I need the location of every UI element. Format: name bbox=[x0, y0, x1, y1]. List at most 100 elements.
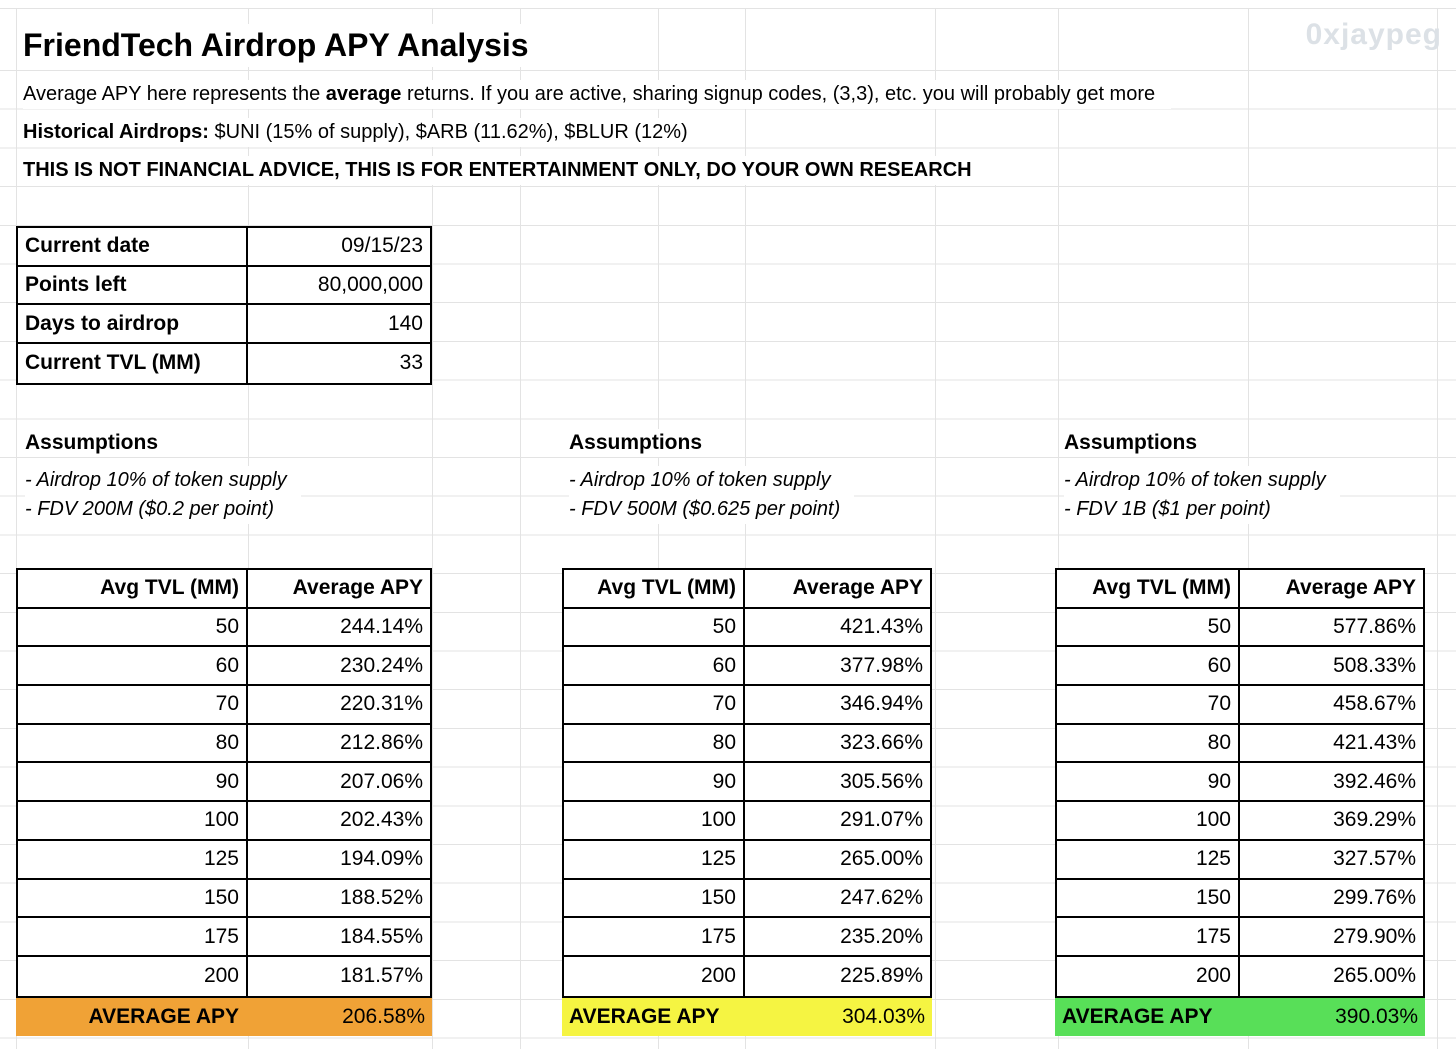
tvl-cell[interactable]: 200 bbox=[18, 956, 248, 996]
tvl-cell[interactable]: 60 bbox=[1057, 647, 1240, 687]
apy-cell[interactable]: 194.09% bbox=[248, 841, 430, 880]
apy-cell[interactable]: 369.29% bbox=[1240, 802, 1423, 841]
info-value-cell[interactable]: 80,000,000 bbox=[248, 267, 430, 306]
apy-cell[interactable]: 346.94% bbox=[745, 686, 930, 725]
tvl-cell[interactable]: 90 bbox=[1057, 763, 1240, 803]
tvl-cell[interactable]: 150 bbox=[564, 879, 745, 919]
apy-cell[interactable]: 421.43% bbox=[1240, 725, 1423, 764]
tvl-cell[interactable]: 100 bbox=[564, 802, 745, 841]
average-apy-label[interactable]: AVERAGE APY bbox=[88, 1004, 239, 1028]
historical-label: Historical Airdrops: bbox=[23, 121, 209, 143]
tvl-cell[interactable]: 70 bbox=[564, 686, 745, 725]
tvl-cell[interactable]: 200 bbox=[1057, 956, 1240, 996]
tvl-cell[interactable]: 90 bbox=[18, 763, 248, 803]
average-apy-band-1: AVERAGE APY 206.58% bbox=[16, 997, 432, 1037]
assumptions-heading-3: Assumptions bbox=[1064, 429, 1212, 457]
gridline-vertical bbox=[745, 8, 746, 1049]
assumption-line: - FDV 1B ($1 per point) bbox=[1064, 498, 1271, 520]
apy-cell[interactable]: 225.89% bbox=[840, 964, 923, 988]
apy-cell[interactable]: 577.86% bbox=[1240, 609, 1423, 648]
apy-cell[interactable]: 235.20% bbox=[745, 918, 930, 957]
column-header-apy[interactable]: Average APY bbox=[745, 570, 930, 609]
average-apy-band-3: AVERAGE APY 390.03% bbox=[1055, 997, 1425, 1037]
average-apy-value[interactable]: 206.58% bbox=[342, 1004, 425, 1028]
tvl-cell[interactable]: 70 bbox=[1057, 686, 1240, 725]
apy-cell[interactable]: 247.62% bbox=[745, 880, 930, 919]
apy-cell[interactable]: 181.57% bbox=[340, 964, 423, 988]
column-header-apy[interactable]: Average APY bbox=[248, 570, 430, 609]
tvl-cell[interactable]: 125 bbox=[18, 840, 248, 880]
apy-cell[interactable]: 305.56% bbox=[745, 763, 930, 803]
info-label-cell[interactable]: Points left bbox=[18, 266, 248, 306]
apy-cell[interactable]: 421.43% bbox=[745, 609, 930, 648]
tvl-cell[interactable]: 100 bbox=[18, 802, 248, 841]
apy-cell[interactable]: 265.00% bbox=[1333, 964, 1416, 988]
tvl-cell[interactable]: 175 bbox=[18, 918, 248, 957]
apy-cell[interactable]: 323.66% bbox=[745, 725, 930, 764]
info-label-cell[interactable]: Days to airdrop bbox=[18, 305, 248, 345]
tvl-cell[interactable]: 60 bbox=[18, 647, 248, 687]
apy-cell[interactable]: 279.90% bbox=[1240, 918, 1423, 957]
apy-cell[interactable]: 299.76% bbox=[1240, 880, 1423, 919]
assumptions-lines-2: - Airdrop 10% of token supply - FDV 500M … bbox=[569, 466, 855, 524]
tvl-cell[interactable]: 90 bbox=[564, 763, 745, 803]
tvl-cell[interactable]: 70 bbox=[18, 686, 248, 725]
apy-cell[interactable]: 377.98% bbox=[745, 647, 930, 687]
apy-cell[interactable]: 458.67% bbox=[1240, 686, 1423, 725]
subtitle-suffix: returns. If you are active, sharing sign… bbox=[401, 83, 1156, 105]
apy-cell[interactable]: 230.24% bbox=[248, 647, 430, 687]
tvl-cell[interactable]: 175 bbox=[1057, 918, 1240, 957]
average-apy-value[interactable]: 304.03% bbox=[842, 1004, 925, 1028]
apy-cell[interactable]: 207.06% bbox=[248, 763, 430, 803]
gridline-vertical bbox=[16, 8, 17, 1049]
tvl-cell[interactable]: 50 bbox=[18, 608, 248, 648]
gridline-vertical bbox=[520, 8, 521, 1049]
assumption-line: - FDV 200M ($0.2 per point) bbox=[25, 498, 274, 520]
apy-cell[interactable]: 327.57% bbox=[1240, 841, 1423, 880]
apy-cell[interactable]: 392.46% bbox=[1240, 763, 1423, 803]
info-label-cell[interactable]: Current TVL (MM) bbox=[18, 344, 248, 383]
column-header-tvl[interactable]: Avg TVL (MM) bbox=[1057, 570, 1240, 609]
tvl-cell[interactable]: 150 bbox=[1057, 879, 1240, 919]
column-header-tvl[interactable]: Avg TVL (MM) bbox=[564, 570, 745, 609]
tvl-cell[interactable]: 50 bbox=[1057, 608, 1240, 648]
apy-cell[interactable]: 291.07% bbox=[745, 802, 930, 841]
apy-cell[interactable]: 220.31% bbox=[248, 686, 430, 725]
tvl-cell[interactable]: 200 bbox=[564, 956, 745, 996]
tvl-cell[interactable]: 100 bbox=[1057, 802, 1240, 841]
tvl-cell[interactable]: 150 bbox=[18, 879, 248, 919]
apy-cell[interactable]: 508.33% bbox=[1240, 647, 1423, 687]
apy-cell[interactable]: 265.00% bbox=[745, 841, 930, 880]
apy-table-2-grid: Avg TVL (MM) Average APY 50 421.43% 60 3… bbox=[562, 568, 932, 998]
apy-cell[interactable]: 212.86% bbox=[248, 725, 430, 764]
info-label-cell[interactable]: Current date bbox=[18, 228, 248, 267]
average-apy-label[interactable]: AVERAGE APY bbox=[1062, 1004, 1213, 1028]
column-header-apy[interactable]: Average APY bbox=[1240, 570, 1423, 609]
tvl-cell[interactable]: 80 bbox=[564, 724, 745, 764]
tvl-cell[interactable]: 80 bbox=[1057, 724, 1240, 764]
apy-cell[interactable]: 202.43% bbox=[248, 802, 430, 841]
gridline-vertical bbox=[935, 8, 936, 1049]
apy-table-1: Avg TVL (MM) Average APY 50 244.14% 60 2… bbox=[16, 568, 432, 1037]
average-apy-value[interactable]: 390.03% bbox=[1335, 1004, 1418, 1028]
info-value-cell[interactable]: 140 bbox=[248, 305, 430, 345]
tvl-cell[interactable]: 125 bbox=[1057, 840, 1240, 880]
assumptions-heading-1: Assumptions bbox=[25, 429, 173, 457]
tvl-cell[interactable]: 60 bbox=[564, 647, 745, 687]
info-value-cell[interactable]: 09/15/23 bbox=[248, 228, 430, 267]
assumption-line: - Airdrop 10% of token supply bbox=[25, 469, 287, 491]
column-header-tvl[interactable]: Avg TVL (MM) bbox=[18, 570, 248, 609]
tvl-cell[interactable]: 80 bbox=[18, 724, 248, 764]
assumption-line: - Airdrop 10% of token supply bbox=[1064, 469, 1326, 491]
tvl-cell[interactable]: 50 bbox=[564, 608, 745, 648]
tvl-cell[interactable]: 125 bbox=[564, 840, 745, 880]
info-value-cell[interactable]: 33 bbox=[399, 351, 423, 375]
average-apy-label[interactable]: AVERAGE APY bbox=[569, 1004, 720, 1028]
apy-table-3: Avg TVL (MM) Average APY 50 577.86% 60 5… bbox=[1055, 568, 1425, 1037]
tvl-cell[interactable]: 175 bbox=[564, 918, 745, 957]
apy-cell[interactable]: 188.52% bbox=[248, 880, 430, 919]
gridline-vertical bbox=[658, 8, 659, 1049]
apy-cell[interactable]: 184.55% bbox=[248, 918, 430, 957]
apy-cell[interactable]: 244.14% bbox=[248, 609, 430, 648]
